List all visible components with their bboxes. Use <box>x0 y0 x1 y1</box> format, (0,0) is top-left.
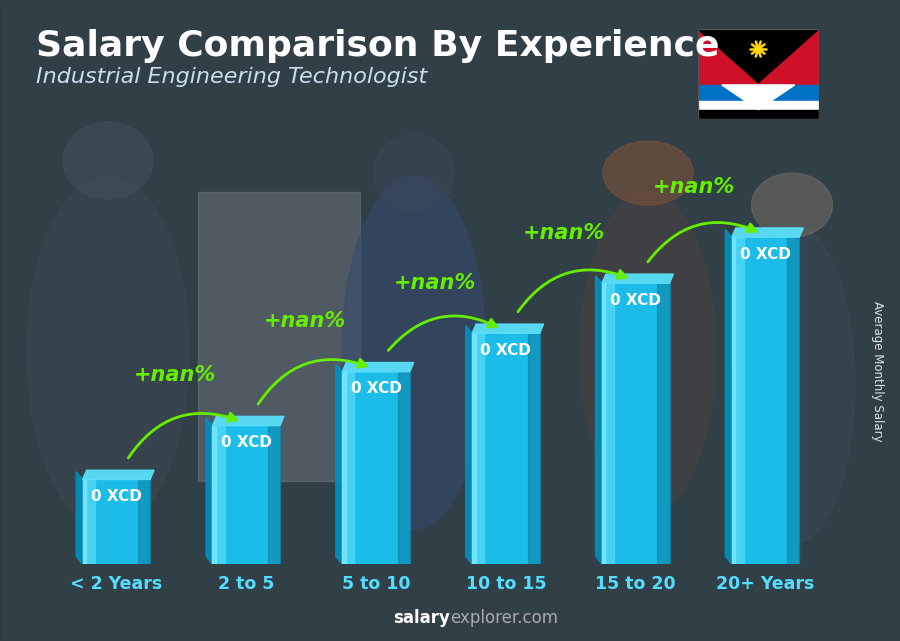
Text: explorer.com: explorer.com <box>450 609 558 627</box>
Ellipse shape <box>63 122 153 199</box>
Bar <box>342 372 355 564</box>
Bar <box>602 283 614 564</box>
Bar <box>268 426 280 564</box>
Polygon shape <box>698 29 819 83</box>
Bar <box>758 29 819 119</box>
Bar <box>398 372 410 564</box>
Text: +nan%: +nan% <box>393 273 475 293</box>
Text: +nan%: +nan% <box>264 312 346 331</box>
Text: 0 XCD: 0 XCD <box>740 247 791 262</box>
Text: 0 XCD: 0 XCD <box>481 343 531 358</box>
Polygon shape <box>465 326 472 564</box>
Text: +nan%: +nan% <box>523 223 606 243</box>
Ellipse shape <box>729 224 855 545</box>
Text: 0 XCD: 0 XCD <box>610 293 662 308</box>
Polygon shape <box>342 363 414 372</box>
Bar <box>698 85 819 101</box>
Ellipse shape <box>603 141 693 205</box>
Bar <box>788 237 799 564</box>
FancyBboxPatch shape <box>472 333 540 564</box>
Bar <box>198 192 360 481</box>
Bar <box>657 283 670 564</box>
Polygon shape <box>76 472 83 564</box>
Bar <box>138 479 150 564</box>
Text: Salary Comparison By Experience: Salary Comparison By Experience <box>36 29 719 63</box>
Bar <box>212 426 225 564</box>
Ellipse shape <box>342 176 486 529</box>
Ellipse shape <box>27 176 189 529</box>
Ellipse shape <box>752 173 833 237</box>
Text: 0 XCD: 0 XCD <box>220 435 272 450</box>
Text: 0 XCD: 0 XCD <box>91 489 142 504</box>
Polygon shape <box>212 417 284 426</box>
Bar <box>342 372 346 564</box>
Bar <box>83 479 94 564</box>
Ellipse shape <box>580 192 716 513</box>
Text: +nan%: +nan% <box>134 365 216 385</box>
Polygon shape <box>725 229 732 564</box>
Polygon shape <box>732 228 803 237</box>
Polygon shape <box>206 418 212 564</box>
FancyBboxPatch shape <box>212 426 280 564</box>
FancyBboxPatch shape <box>342 372 410 564</box>
Bar <box>602 283 606 564</box>
Bar <box>698 110 819 119</box>
Text: +nan%: +nan% <box>653 177 735 197</box>
Polygon shape <box>602 274 673 283</box>
Bar <box>472 333 475 564</box>
Text: Average Monthly Salary: Average Monthly Salary <box>871 301 884 442</box>
Bar <box>83 479 86 564</box>
Text: 0 XCD: 0 XCD <box>351 381 401 396</box>
Bar <box>198 192 360 481</box>
Bar <box>698 101 819 110</box>
FancyBboxPatch shape <box>83 479 150 564</box>
Bar <box>472 333 484 564</box>
Text: salary: salary <box>393 609 450 627</box>
Bar <box>732 237 744 564</box>
Polygon shape <box>336 364 342 564</box>
Text: Industrial Engineering Technologist: Industrial Engineering Technologist <box>36 67 428 87</box>
Bar <box>698 29 758 119</box>
Polygon shape <box>722 85 795 110</box>
FancyBboxPatch shape <box>732 237 799 564</box>
Bar <box>212 426 216 564</box>
FancyBboxPatch shape <box>602 283 670 564</box>
Bar <box>527 333 540 564</box>
Polygon shape <box>596 276 602 564</box>
Polygon shape <box>83 470 154 479</box>
Polygon shape <box>472 324 544 333</box>
Bar <box>732 237 735 564</box>
Ellipse shape <box>374 135 454 212</box>
